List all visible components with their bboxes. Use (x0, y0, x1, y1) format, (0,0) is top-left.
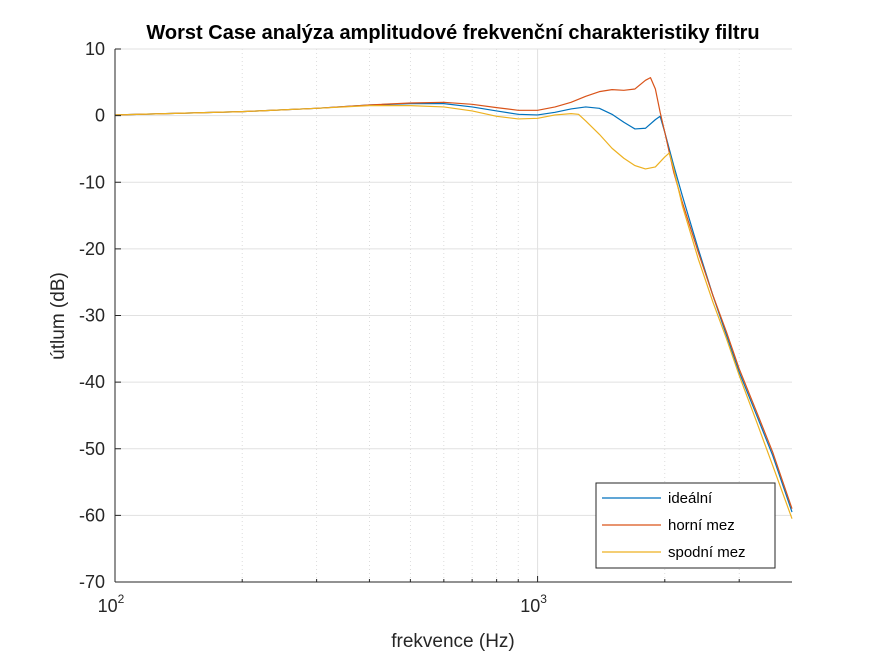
y-tick-label: -20 (79, 239, 105, 259)
legend: ideální horní mez spodní mez (595, 482, 776, 569)
y-tick-label: 10 (85, 39, 105, 59)
series-line (114, 103, 793, 513)
series-line (114, 105, 793, 519)
x-axis-label: frekvence (Hz) (391, 631, 515, 652)
legend-label: spodní mez (668, 544, 746, 561)
y-tick-label: 0 (95, 106, 105, 126)
y-tick-label: -40 (79, 372, 105, 392)
legend-label: ideální (668, 490, 713, 507)
y-tick-label: -10 (79, 172, 105, 192)
legend-label: horní mez (668, 517, 735, 534)
y-tick-label: -70 (79, 572, 105, 592)
y-tick-label: -30 (79, 306, 105, 326)
y-axis-label: útlum (dB) (48, 272, 69, 360)
x-tick-label: 103 (520, 592, 547, 616)
y-tick-label: -50 (79, 439, 105, 459)
y-tick-label: -60 (79, 505, 105, 525)
plot-lines (114, 77, 793, 519)
chart-title: Worst Case analýza amplitudové frekvenčn… (146, 22, 759, 44)
series-line (114, 77, 793, 509)
x-tick-label: 102 (98, 592, 125, 616)
